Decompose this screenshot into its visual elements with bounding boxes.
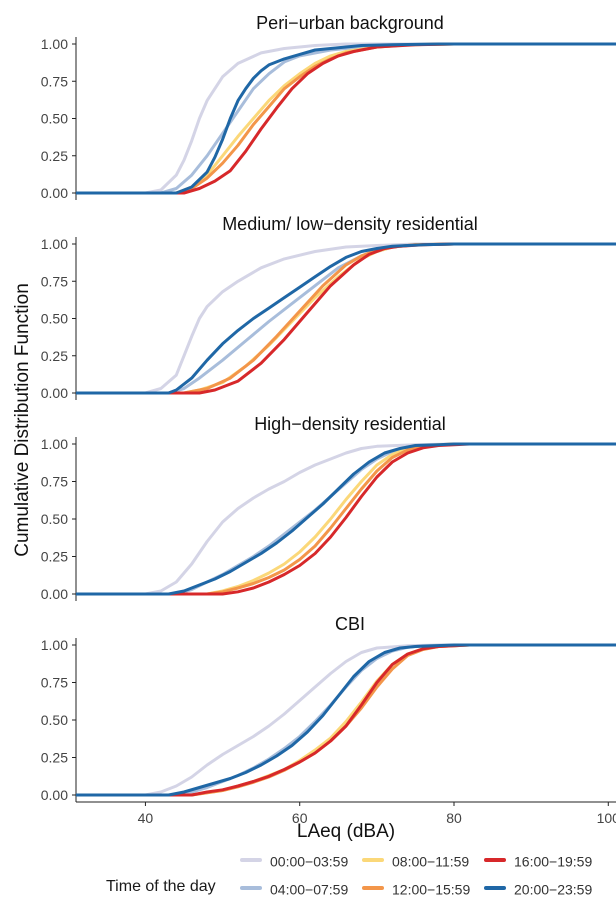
panel-title: CBI [335,614,365,634]
panel: Medium/ low−density residential 0.00 0.25 0… [41,214,616,401]
y-tick-label: 1.00 [41,436,68,452]
legend-label: 04:00−07:59 [270,881,349,898]
legend-item: 00:00−03:59 [240,852,348,870]
series-group [76,442,616,596]
series-line [76,442,616,596]
legend-label: 20:00−23:59 [514,881,593,898]
series-group [76,242,616,395]
y-tick-label: 0.50 [41,111,68,127]
y-tick-label: 0.00 [41,586,68,602]
panel-title: Peri−urban background [256,13,444,33]
x-tick-label: 60 [292,810,308,826]
y-tick-label: 0.25 [41,348,68,364]
legend: Time of the day 00:00−03:59 04:00−07:59 … [106,840,611,904]
y-tick-label: 0.25 [41,148,68,164]
y-tick-label: 1.00 [41,236,68,252]
legend-item: 20:00−23:59 [484,880,592,898]
series-line [76,442,616,596]
series-line [76,42,616,195]
legend-item: 12:00−15:59 [362,880,470,898]
x-tick-label: 40 [138,810,154,826]
series-line [76,442,616,596]
y-tick-label: 0.75 [41,273,68,289]
legend-item: 04:00−07:59 [240,880,348,898]
y-tick-label: 0.50 [41,511,68,527]
series-line [76,42,616,195]
panel: Peri−urban background 0.00 0.25 0.50 0.75 1.0… [41,13,616,201]
series-line [76,643,616,797]
y-tick-label: 0.75 [41,73,68,89]
legend-label: 00:00−03:59 [270,853,349,870]
legend-swatch [484,858,506,863]
series-line [76,643,616,797]
legend-item: 16:00−19:59 [484,852,592,870]
series-line [76,42,616,195]
series-line [76,643,616,797]
series-line [76,643,616,797]
x-tick-label: 80 [446,810,462,826]
legend-label: 12:00−15:59 [392,881,471,898]
y-tick-label: 0.00 [41,787,68,803]
x-axis-label: LAeq (dBA) [297,821,395,842]
x-tick-label: 100 [597,810,616,826]
panel-title: Medium/ low−density residential [222,214,478,234]
y-tick-label: 0.25 [41,750,68,766]
panel: High−density residential 0.00 0.25 0.50 0.75… [41,414,616,602]
series-line [76,42,616,195]
legend-swatch [240,858,262,863]
y-tick-label: 1.00 [41,36,68,52]
legend-swatch [362,886,384,891]
y-tick-label: 0.00 [41,185,68,201]
panel-title: High−density residential [254,414,446,434]
series-line [76,242,616,395]
series-line [76,242,616,395]
legend-item: 08:00−11:59 [362,852,469,870]
series-line [76,643,616,797]
series-line [76,442,616,596]
legend-swatch [362,858,384,863]
y-tick-label: 0.50 [41,311,68,327]
series-line [76,442,616,596]
legend-label: 16:00−19:59 [514,853,593,870]
series-group [76,42,616,195]
series-line [76,442,616,596]
y-tick-label: 1.00 [41,637,68,653]
legend-swatch [484,886,506,891]
panel: CBI 0.00 0.25 0.50 0.75 1.00 [41,614,616,803]
y-tick-label: 0.25 [41,549,68,565]
series-group [76,643,616,797]
series-line [76,42,616,195]
y-tick-label: 0.50 [41,712,68,728]
y-tick-label: 0.00 [41,385,68,401]
y-tick-label: 0.75 [41,474,68,490]
legend-title: Time of the day [106,878,216,895]
legend-swatch [240,886,262,891]
series-line [76,242,616,395]
y-tick-label: 0.75 [41,675,68,691]
y-axis-label: Cumulative Distribution Function [12,283,33,557]
series-line [76,643,616,797]
series-line [76,42,616,195]
legend-label: 08:00−11:59 [392,853,470,870]
